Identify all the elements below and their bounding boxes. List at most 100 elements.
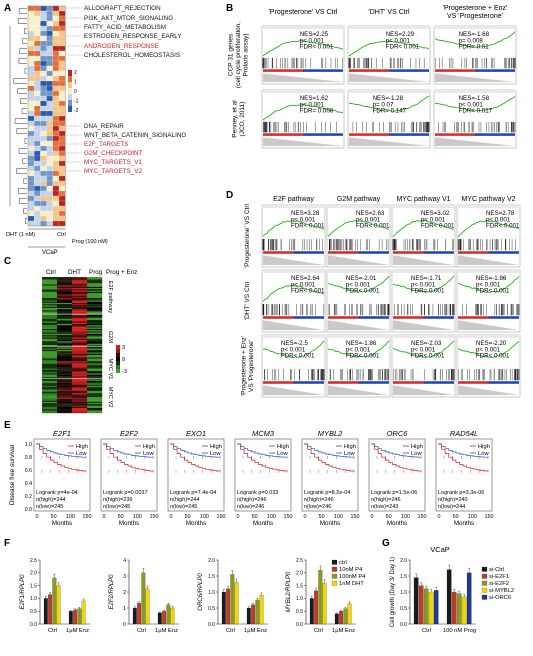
ranked-metric xyxy=(263,385,324,395)
gsea-d-row-label: 'Progesterone + Enz' VS 'Progesterone' xyxy=(240,336,255,396)
heatmap-c-cell xyxy=(72,409,88,411)
heatmap-c-cell xyxy=(42,289,58,291)
heatmap-c-cell xyxy=(42,409,58,411)
gsea-stat: p< 0.001 xyxy=(421,216,446,223)
y-tick-label: 0.0 xyxy=(400,622,407,628)
heatmap-c-cell xyxy=(57,316,73,318)
survival-xtick: 150 xyxy=(83,514,92,520)
heatmap-cell xyxy=(27,115,35,122)
survival-gene-title: RAD54L xyxy=(450,429,478,438)
survival-xtick: 150 xyxy=(351,514,360,520)
heatmap-c-cell xyxy=(87,345,103,347)
heatmap-c-cell xyxy=(72,388,88,390)
heatmap-c-cell xyxy=(42,337,58,340)
heatmap-c-cell xyxy=(72,353,88,356)
survival-xtick: 150 xyxy=(418,514,427,520)
heatmap-c-cell xyxy=(57,374,73,377)
heatmap-c-cell xyxy=(42,298,58,300)
heatmap-c-cell xyxy=(87,404,103,406)
gsea-stat: NES=3.28 xyxy=(291,210,320,217)
heatmap-c-cell xyxy=(42,385,58,388)
heatmap-cell xyxy=(34,25,41,32)
heatmap-c-cell xyxy=(72,375,88,378)
panel-c-heatmap: Ctrl DHT Prog Prog + Enz E2F pathway G2M MYC V… xyxy=(42,269,137,414)
survival-xtick: 0 xyxy=(237,514,240,520)
heatmap-cell xyxy=(27,200,35,207)
heatmap-cell xyxy=(40,170,47,177)
heatmap-cell xyxy=(52,20,60,27)
heatmap-c-cell xyxy=(87,354,103,357)
heatmap-a-cells xyxy=(27,5,66,227)
heatmap-c-cell xyxy=(42,279,58,281)
heatmap-c-cell xyxy=(87,285,103,288)
heatmap-c-col-label: Prog + Enz xyxy=(106,269,137,276)
heatmap-c-cell xyxy=(42,286,58,289)
heatmap-c-cell xyxy=(57,311,73,314)
heatmap-c-cell xyxy=(87,383,103,385)
gsea-title-strip xyxy=(262,90,344,93)
heatmap-c-cell xyxy=(72,293,88,295)
heatmap-cell xyxy=(40,120,47,127)
pathway-label: ANDROGEN_RESPONSE xyxy=(84,43,159,50)
heatmap-cell xyxy=(27,150,35,157)
heatmap-c-cell xyxy=(57,305,73,307)
heatmap-c-cell xyxy=(57,393,73,395)
heatmap-cell xyxy=(52,10,60,17)
rank-bar-red xyxy=(328,316,359,319)
scale-label: 0 xyxy=(74,89,77,95)
heatmap-cell xyxy=(52,65,60,72)
heatmap-cell xyxy=(40,50,47,57)
heatmap-c-cell xyxy=(42,281,58,284)
heatmap-cell xyxy=(34,85,41,92)
survival-gene-title: EXO1 xyxy=(186,429,206,438)
heatmap-c-cell xyxy=(42,370,58,373)
heatmap-cell xyxy=(46,115,53,122)
heatmap-c-cell xyxy=(42,278,58,280)
gsea-stat: p< 0.001 xyxy=(476,281,501,288)
heatmap-c-cell xyxy=(87,331,103,333)
heatmap-c-cell xyxy=(57,285,73,288)
heatmap-c-cell xyxy=(57,364,73,367)
ranked-metric xyxy=(393,255,454,265)
survival-xtick: 100 xyxy=(468,514,477,520)
heatmap-c-cell xyxy=(57,346,73,348)
dendro-branch xyxy=(19,48,27,54)
heatmap-cell xyxy=(27,155,35,162)
heatmap-c-cell xyxy=(87,361,103,363)
heatmap-c-cell xyxy=(57,377,73,379)
survival-frame xyxy=(234,438,292,512)
heatmap-c-cell xyxy=(72,378,88,380)
heatmap-c-cell xyxy=(42,305,58,307)
ranked-metric xyxy=(263,73,343,82)
bar xyxy=(456,593,462,625)
bar xyxy=(48,594,53,625)
heatmap-c-cell xyxy=(57,400,73,403)
heatmap-c-cell xyxy=(42,295,58,297)
pathway-label: DNA_REPAIR xyxy=(84,123,124,130)
rank-bar-blue xyxy=(488,251,519,254)
legend-high: High xyxy=(210,444,222,450)
heatmap-cell xyxy=(40,90,47,97)
heatmap-cell xyxy=(46,150,53,157)
heatmap-cell xyxy=(27,5,35,12)
survival-xtick: 100 xyxy=(66,514,75,520)
heatmap-c-cell xyxy=(57,317,73,320)
survival-gene-title: MCM3 xyxy=(252,429,275,438)
heatmap-cell xyxy=(58,210,66,217)
dendro-branch xyxy=(18,198,27,204)
heatmap-c-cell xyxy=(57,349,73,352)
heatmap-c-cell xyxy=(87,356,103,358)
gsea-col-title: 'DHT' VS Ctrl xyxy=(368,9,410,16)
survival-ytick: 0.2 xyxy=(25,494,32,500)
legend-low: Low xyxy=(143,451,154,457)
heatmap-c-cell xyxy=(57,286,73,289)
heatmap-c-cell xyxy=(87,330,103,332)
heatmap-c-cell xyxy=(42,338,58,341)
survival-ytick: 0.0 xyxy=(25,507,32,513)
heatmap-c-cell xyxy=(72,400,88,403)
x-category-label: 1μM Enz xyxy=(66,628,89,634)
panel-letter-f: F xyxy=(4,538,10,549)
gsea-stat: p< 0.001 xyxy=(411,281,436,288)
heatmap-c-cell xyxy=(42,332,58,335)
